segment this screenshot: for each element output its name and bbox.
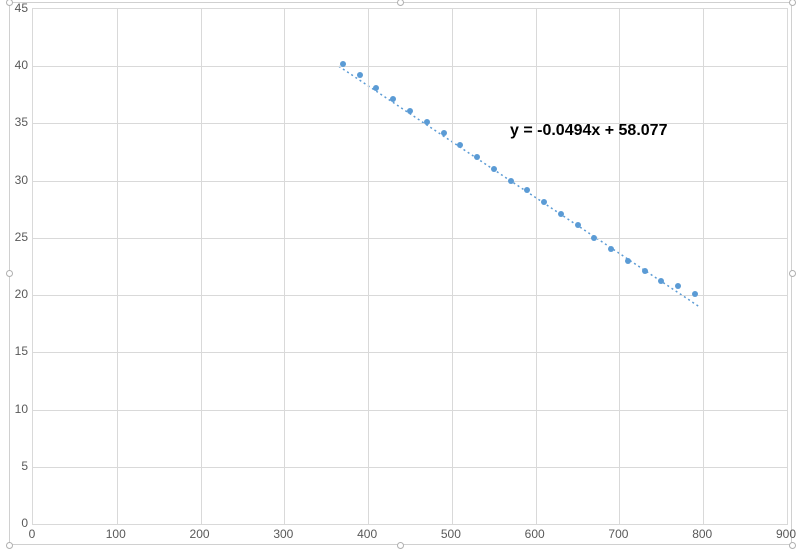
selection-handle-ml[interactable] — [6, 270, 13, 277]
y-tick-label: 15 — [10, 344, 28, 358]
gridline-horizontal — [33, 410, 787, 411]
x-tick-label: 900 — [776, 527, 796, 541]
trendline-equation: y = -0.0494x + 58.077 — [510, 122, 667, 140]
y-tick-label: 20 — [10, 287, 28, 301]
y-tick-label: 35 — [10, 115, 28, 129]
y-tick-label: 45 — [10, 1, 28, 15]
data-point — [457, 142, 463, 148]
data-point — [474, 154, 480, 160]
y-tick-label: 5 — [10, 459, 28, 473]
data-point — [675, 283, 681, 289]
gridline-horizontal — [33, 467, 787, 468]
x-tick-label: 0 — [29, 527, 36, 541]
gridline-vertical — [703, 9, 704, 524]
y-tick-label: 10 — [10, 402, 28, 416]
x-tick-label: 400 — [357, 527, 377, 541]
selection-handle-bm[interactable] — [397, 542, 404, 549]
selection-handle-mr[interactable] — [789, 270, 796, 277]
gridline-vertical — [284, 9, 285, 524]
selection-handle-bl[interactable] — [6, 542, 13, 549]
data-point — [340, 61, 346, 67]
data-point — [658, 278, 664, 284]
x-tick-label: 600 — [525, 527, 545, 541]
y-tick-label: 30 — [10, 173, 28, 187]
data-point — [608, 246, 614, 252]
data-point — [424, 119, 430, 125]
gridline-horizontal — [33, 181, 787, 182]
x-tick-label: 300 — [273, 527, 293, 541]
x-tick-label: 500 — [441, 527, 461, 541]
gridline-horizontal — [33, 238, 787, 239]
y-tick-label: 25 — [10, 230, 28, 244]
gridline-horizontal — [33, 66, 787, 67]
gridline-vertical — [452, 9, 453, 524]
gridline-vertical — [619, 9, 620, 524]
data-point — [692, 291, 698, 297]
data-point — [558, 211, 564, 217]
data-point — [591, 235, 597, 241]
x-tick-label: 200 — [190, 527, 210, 541]
y-tick-label: 0 — [10, 516, 28, 530]
selection-handle-br[interactable] — [789, 542, 796, 549]
data-point — [541, 199, 547, 205]
gridline-vertical — [201, 9, 202, 524]
data-point — [390, 96, 396, 102]
plot-area[interactable] — [32, 8, 788, 525]
x-tick-label: 700 — [608, 527, 628, 541]
data-point — [357, 72, 363, 78]
y-tick-label: 40 — [10, 58, 28, 72]
selection-handle-tr[interactable] — [789, 0, 796, 6]
data-point — [373, 85, 379, 91]
gridline-horizontal — [33, 123, 787, 124]
x-tick-label: 100 — [106, 527, 126, 541]
data-point — [441, 130, 447, 136]
gridline-vertical — [117, 9, 118, 524]
gridline-horizontal — [33, 295, 787, 296]
chart-svg — [33, 9, 789, 526]
x-tick-label: 800 — [692, 527, 712, 541]
gridline-vertical — [368, 9, 369, 524]
data-point — [491, 166, 497, 172]
data-point — [508, 178, 514, 184]
gridline-vertical — [536, 9, 537, 524]
gridline-horizontal — [33, 352, 787, 353]
data-point — [625, 258, 631, 264]
data-point — [575, 222, 581, 228]
data-point — [524, 187, 530, 193]
data-point — [642, 268, 648, 274]
data-point — [407, 108, 413, 114]
